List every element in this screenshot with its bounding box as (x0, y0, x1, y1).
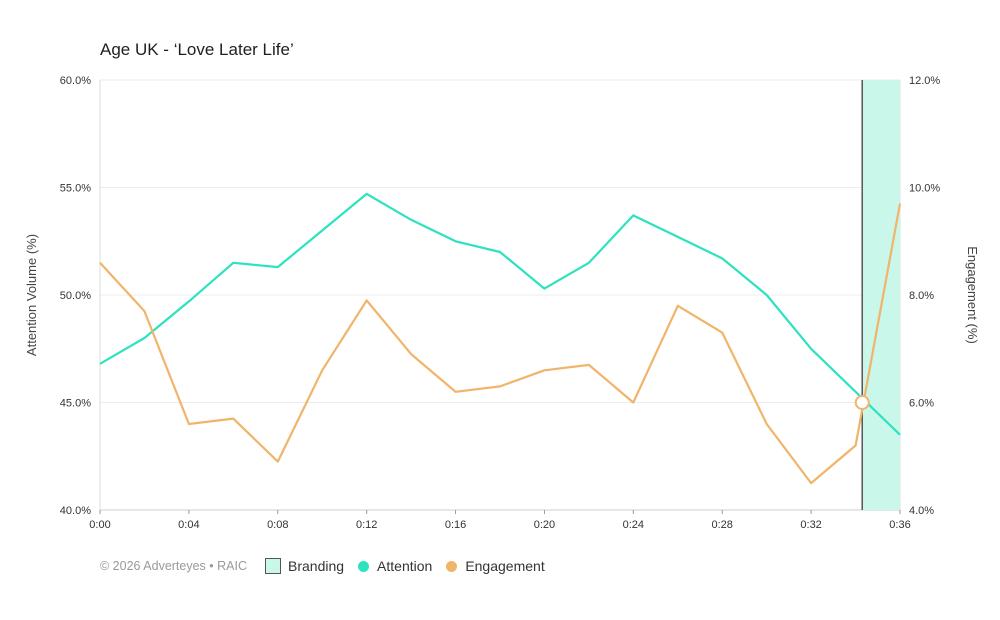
y-tick-right: 6.0% (909, 398, 934, 410)
series-lines (99, 192, 902, 485)
branding-marker (854, 395, 870, 410)
y-tick-left: 40.0% (60, 505, 91, 517)
chart-title: Age UK - ‘Love Later Life’ (100, 40, 294, 59)
y-tick-left: 55.0% (60, 183, 91, 195)
axes: 40.0% 4.0% 45.0% 6.0% 50.0% 8.0% 55.0% 10.0% 60.… (60, 75, 941, 531)
legend-attention-swatch (358, 560, 370, 572)
legend-item-engagement: Engagement (446, 558, 545, 574)
y-tick-right: 10.0% (909, 183, 940, 195)
y-axis-label-left: Attention Volume (%) (24, 234, 39, 356)
y-tick-left: 45.0% (60, 398, 91, 410)
x-tick-label: 0:04 (178, 519, 199, 531)
x-tick-label: 0:36 (889, 519, 910, 531)
grid-lines (99, 79, 901, 511)
legend-attention-label: Attention (377, 558, 433, 574)
series-line-engagement (99, 203, 902, 485)
y-tick-right: 4.0% (909, 505, 934, 517)
branding-region (861, 80, 900, 510)
y-tick-left: 50.0% (60, 290, 91, 302)
branding-marker-circle (854, 395, 870, 410)
x-tick-label: 0:00 (89, 519, 110, 531)
legend-branding-label: Branding (288, 558, 345, 574)
x-tick-label: 0:08 (267, 519, 288, 531)
y-tick-left: 60.0% (60, 75, 91, 87)
series-line-attention (99, 192, 901, 436)
y-tick-right: 8.0% (909, 290, 934, 302)
legend-engagement-label: Engagement (465, 558, 545, 574)
legend-item-branding: Branding (265, 558, 344, 574)
x-tick-label: 0:28 (712, 519, 733, 531)
x-tick-label: 0:24 (623, 519, 644, 531)
x-tick-label: 0:16 (445, 519, 466, 531)
legend-branding-swatch (265, 558, 281, 574)
copyright-text: © 2026 Adverteyes • RAIC (100, 559, 247, 573)
legend-engagement-swatch (446, 560, 458, 572)
x-tick-label: 0:20 (534, 519, 555, 531)
legend-item-attention: Attention (358, 558, 432, 574)
chart-footer: © 2026 Adverteyes • RAIC Branding Attent… (100, 558, 559, 574)
x-tick-label: 0:32 (800, 519, 821, 531)
y-tick-right: 12.0% (909, 75, 940, 87)
x-tick-label: 0:12 (356, 519, 377, 531)
y-axis-label-right: Engagement (%) (965, 246, 980, 344)
branding-band (862, 80, 900, 510)
